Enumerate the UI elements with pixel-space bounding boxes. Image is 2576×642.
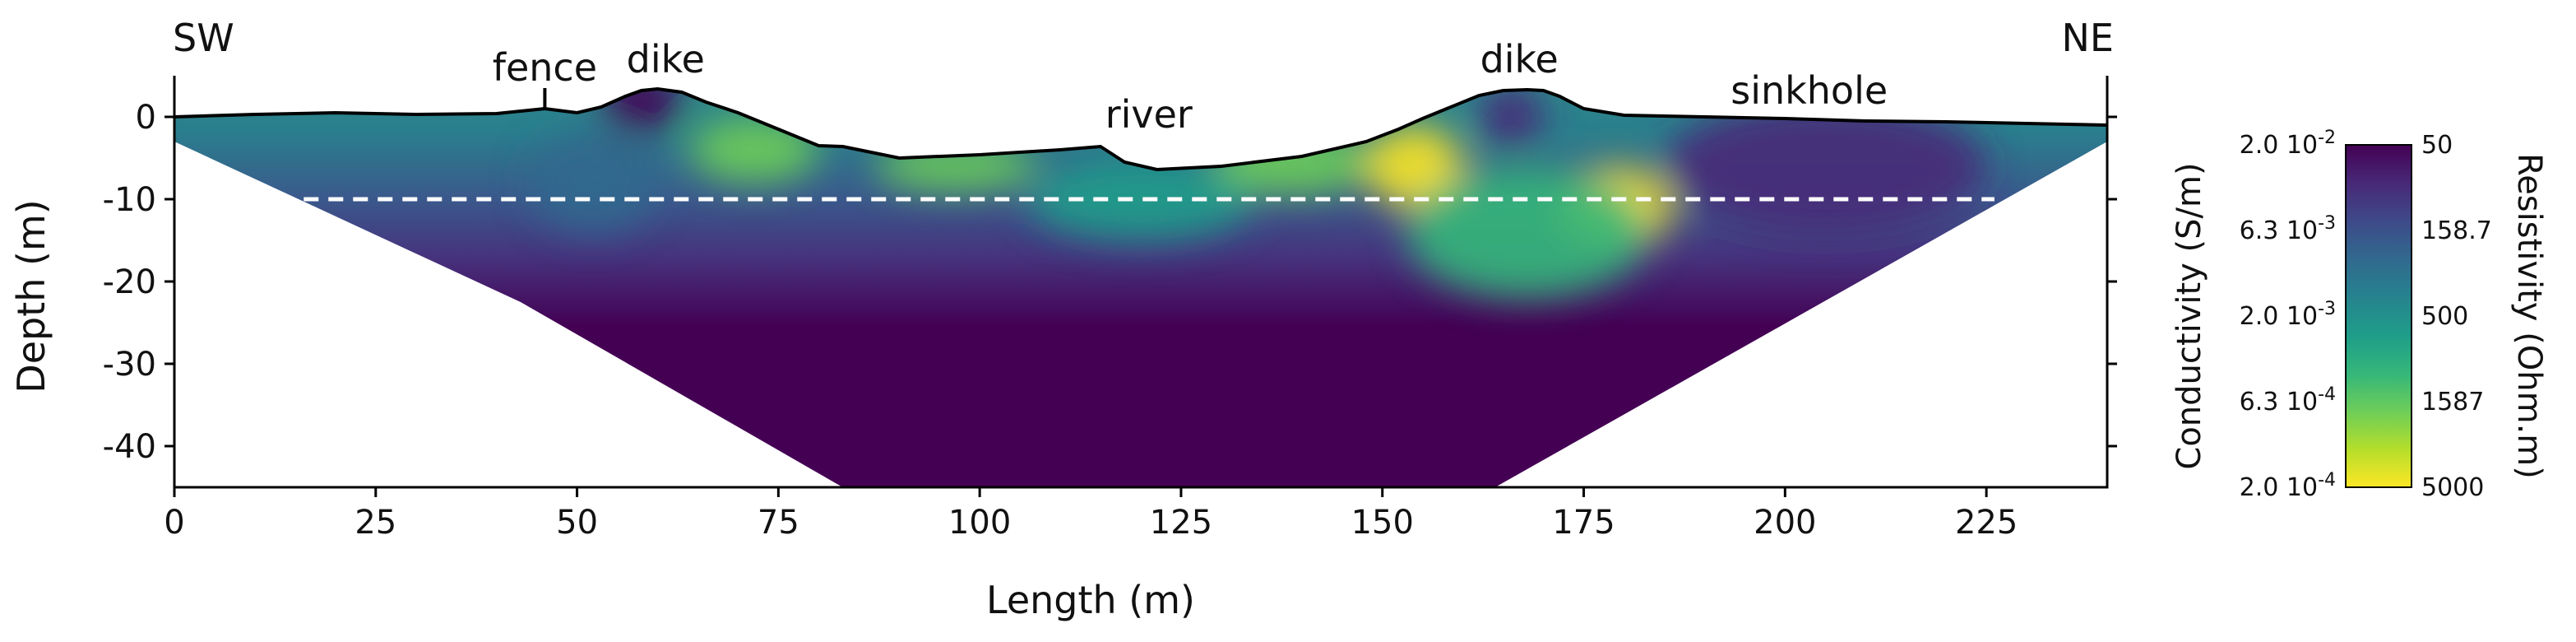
colorbar: 50 2.0 10-2 158.7 6.3 10-3 500 2.0 10-3 1587 6.… (2171, 128, 2548, 502)
resistivity-anomaly (1213, 129, 1374, 195)
y-axis-title: Depth (m) (9, 199, 53, 393)
y-tick-label: -40 (103, 428, 156, 466)
resistivity-axis-title: Resistivity (Ohm.m) (2510, 153, 2548, 479)
resistivity-anomaly (600, 89, 682, 133)
resistivity-tick-label: 5000 (2421, 473, 2484, 502)
annotation-dike: dike (627, 37, 705, 81)
resistivity-anomaly (1479, 89, 1544, 150)
conductivity-axis-title: Conductivity (S/m) (2171, 162, 2208, 469)
y-axis-ticks: 0 -10 -20 -30 -40 (103, 99, 2117, 466)
resistivity-tick-label: 1587 (2421, 388, 2484, 416)
annotation-fence: fence (493, 45, 597, 90)
colorbar-labels: 50 2.0 10-2 158.7 6.3 10-3 500 2.0 10-3 1587 6.… (2240, 128, 2492, 502)
feature-annotations: fence dike river dike sinkhole (493, 37, 1888, 137)
annotation-river: river (1105, 92, 1193, 137)
x-axis-ticks: 0 25 50 75 100 125 150 175 200 225 (164, 487, 2018, 542)
y-tick-label: -30 (103, 346, 156, 384)
ne-label: NE (2062, 16, 2114, 60)
resistivity-anomaly (874, 142, 1036, 191)
x-tick-label: 100 (948, 504, 1011, 542)
x-tick-label: 125 (1150, 504, 1212, 542)
resistivity-anomaly (689, 117, 819, 183)
x-tick-label: 175 (1552, 504, 1615, 542)
conductivity-tick-label: 2.0 10-3 (2240, 299, 2336, 331)
y-tick-label: -10 (103, 181, 156, 219)
conductivity-tick-label: 6.3 10-4 (2240, 384, 2336, 416)
annotation-sinkhole: sinkhole (1730, 68, 1888, 113)
x-tick-label: 25 (354, 504, 396, 542)
x-tick-label: 50 (556, 504, 598, 542)
x-tick-label: 0 (164, 504, 184, 542)
resistivity-tick-label: 50 (2421, 131, 2453, 160)
resistivity-tick-label: 500 (2421, 302, 2468, 331)
resistivity-anomaly (528, 133, 658, 232)
plot-area: 0 25 50 75 100 125 150 175 200 225 0-10-20-30-40 … (103, 37, 2117, 542)
conductivity-tick-label: 2.0 10-2 (2240, 128, 2336, 160)
conductivity-tick-label: 2.0 10-4 (2240, 470, 2336, 502)
conductivity-tick-label: 6.3 10-3 (2240, 213, 2336, 245)
topography-line (174, 86, 2108, 172)
sw-label: SW (173, 16, 234, 60)
resistivity-anomaly (1366, 125, 1463, 207)
resistivity-anomaly (1406, 166, 1648, 298)
y-tick-label: -20 (103, 263, 156, 301)
y-tick-label: 0 (136, 99, 156, 137)
x-tick-label: 75 (758, 504, 799, 542)
resistivity-tick-label: 158.7 (2421, 216, 2492, 245)
resistivity-anomaly (1027, 158, 1254, 240)
x-tick-label: 200 (1754, 504, 1816, 542)
annotation-dike: dike (1480, 37, 1559, 81)
x-tick-label: 150 (1351, 504, 1414, 542)
colorbar-gradient (2345, 144, 2412, 488)
x-axis-title: Length (m) (986, 578, 1195, 622)
x-tick-label: 225 (1955, 504, 2018, 542)
